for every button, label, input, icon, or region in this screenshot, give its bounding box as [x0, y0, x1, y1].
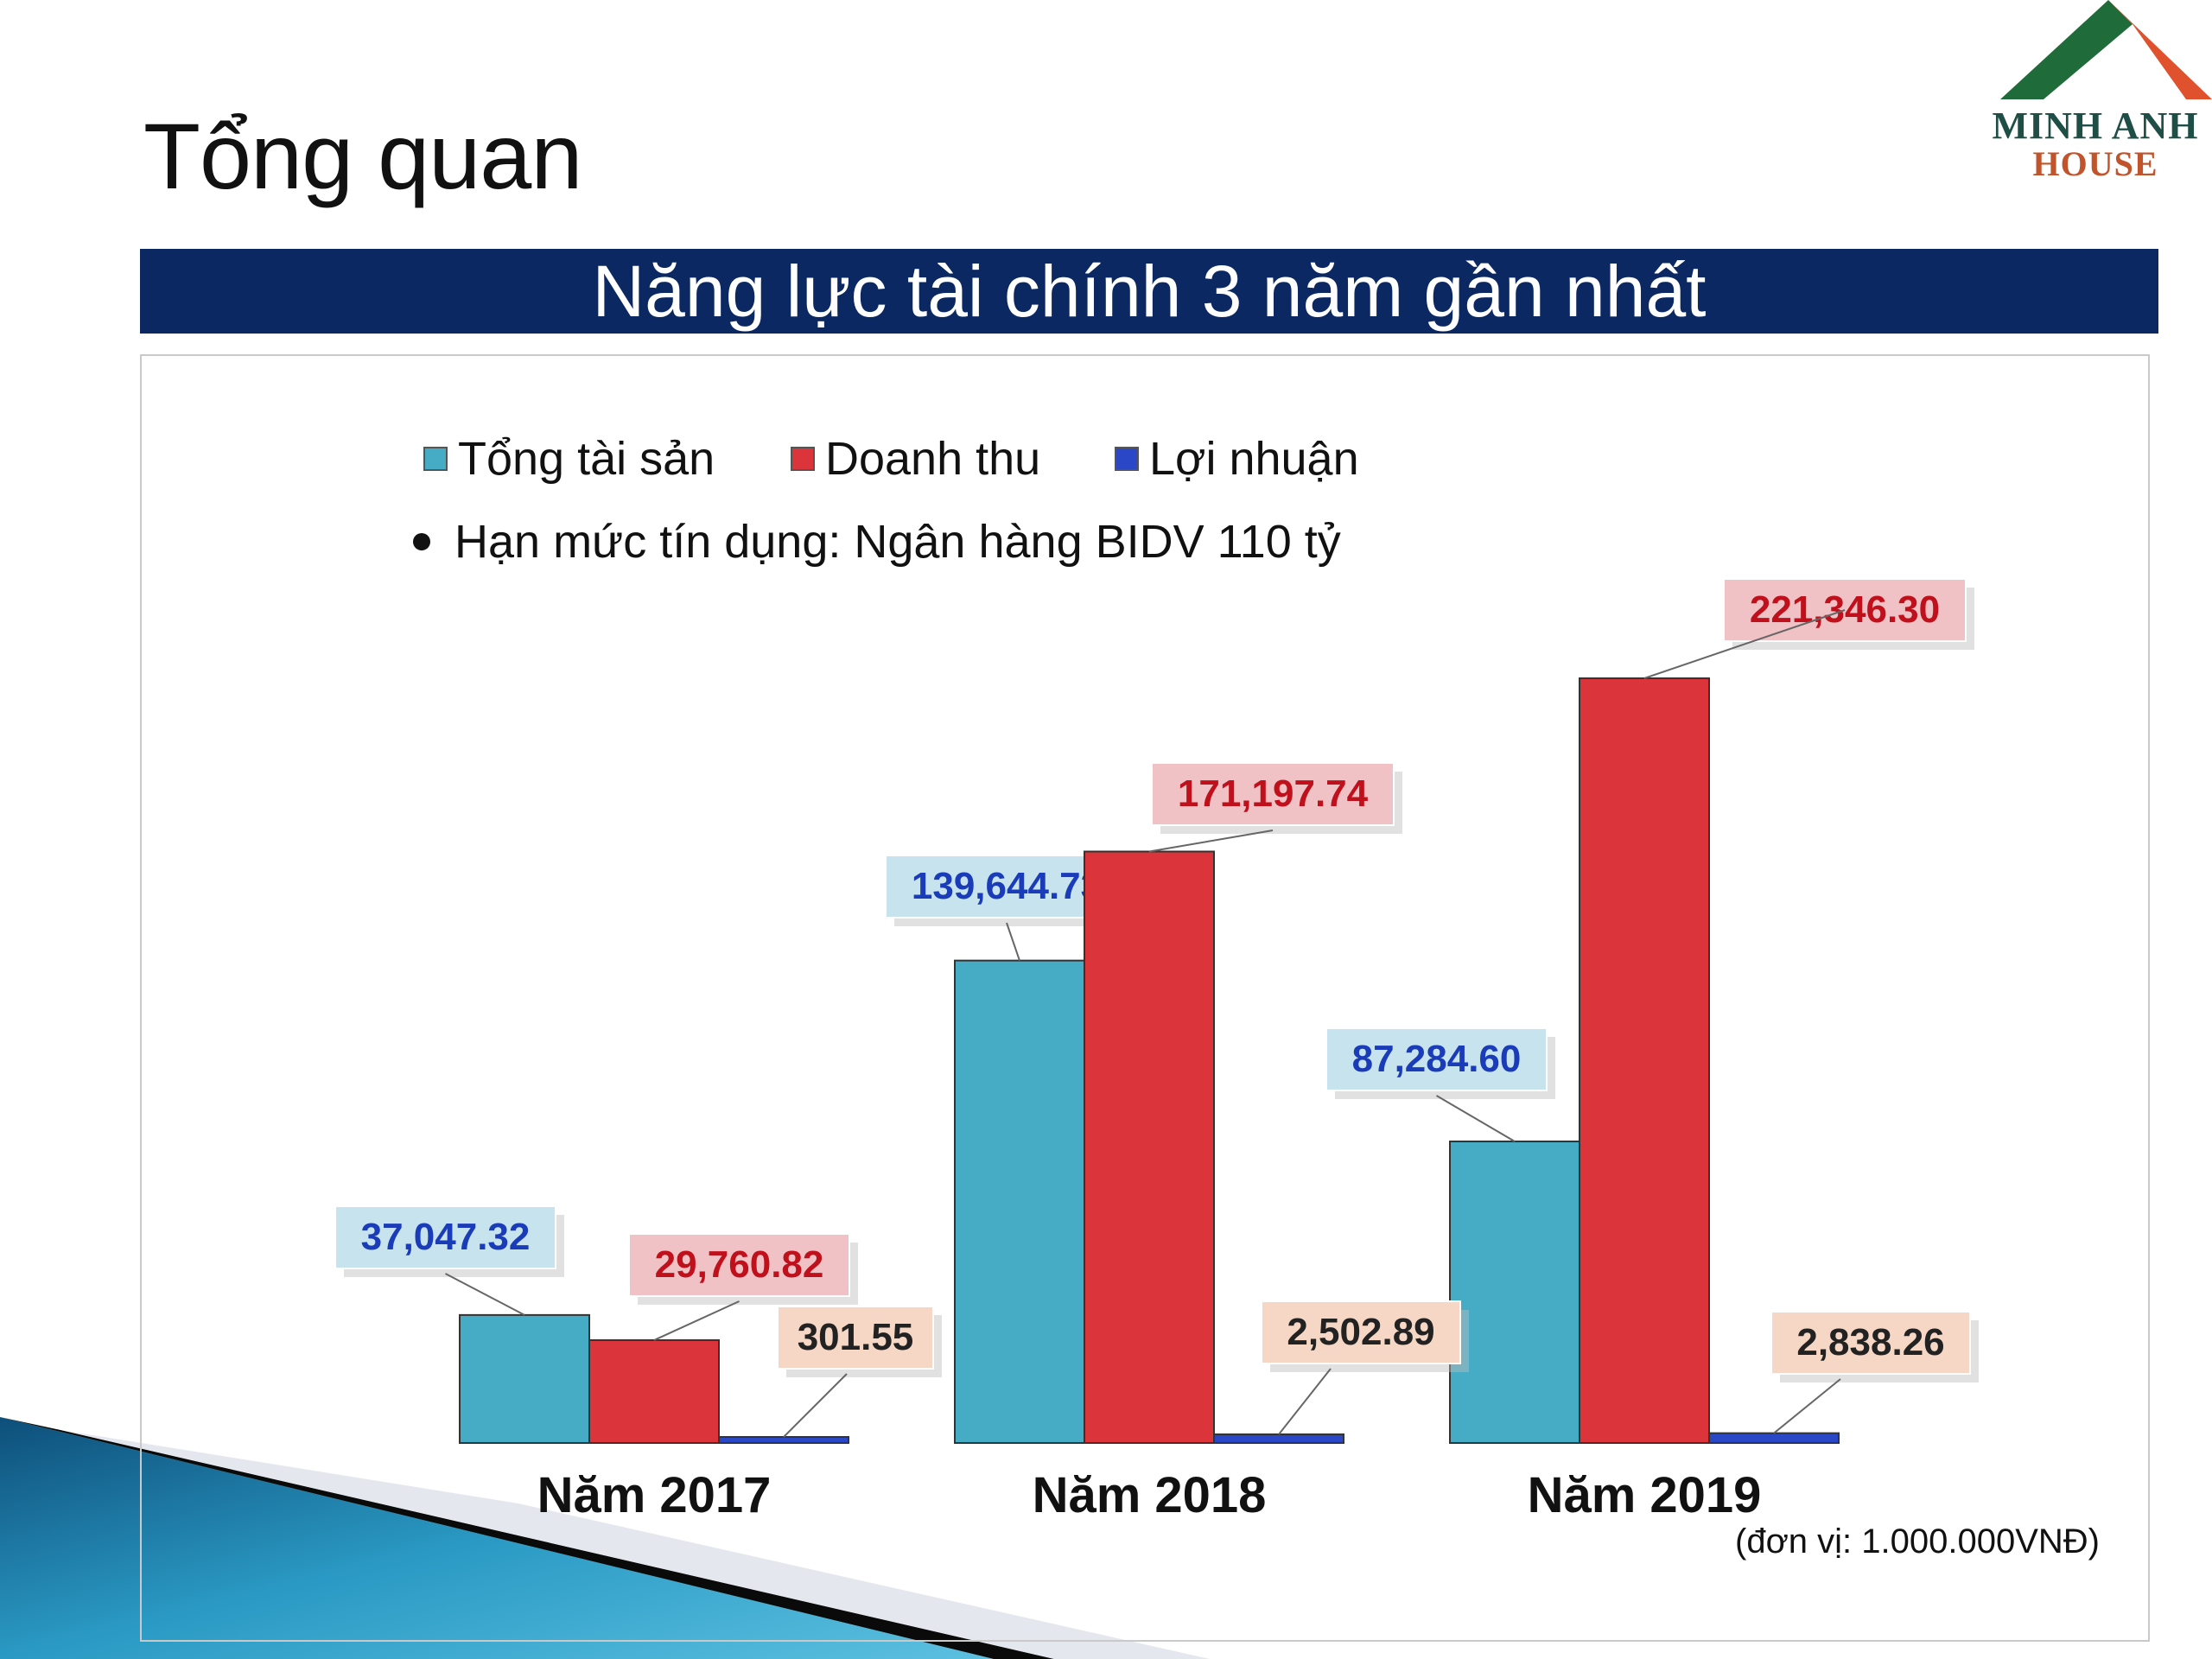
category-label-0: Năm 2017 [537, 1467, 772, 1523]
data-label-0-2: 87,284.60 [1352, 1038, 1522, 1080]
unit-note: (đơn vị: 1.000.000VNĐ) [1735, 1522, 2100, 1560]
data-label-box [1770, 1311, 1971, 1375]
category-label-1: Năm 2018 [1033, 1467, 1267, 1523]
slide-title: Tổng quan [143, 104, 582, 208]
bar-0-2 [1449, 1141, 1580, 1445]
leader-line [1435, 1095, 1516, 1142]
bar-2-1 [1213, 1433, 1344, 1445]
bar-1-2 [1579, 677, 1710, 1444]
leader-line [1278, 1368, 1332, 1435]
data-label-1-0: 29,760.82 [655, 1243, 824, 1286]
data-label-1-1: 171,197.74 [1178, 772, 1369, 815]
data-label-box [777, 1306, 934, 1370]
data-label-2-1: 2,502.89 [1287, 1311, 1434, 1353]
legend-item-total-assets: Tổng tài sản [423, 432, 715, 486]
section-banner: Năng lực tài chính 3 năm gần nhất [140, 249, 2158, 334]
data-label-box [628, 1233, 850, 1297]
legend-swatch [1115, 447, 1139, 471]
leader-line [783, 1373, 848, 1438]
company-logo [2000, 0, 2212, 99]
data-label-2-2: 2,838.26 [1796, 1321, 1944, 1363]
data-label-1-2: 221,346.30 [1750, 588, 1940, 631]
bar-0-1 [954, 959, 1085, 1444]
leader-line [1643, 609, 1846, 679]
legend-item-profit: Lợi nhuận [1115, 432, 1359, 486]
leader-line [1148, 830, 1274, 853]
legend-label: Doanh thu [825, 433, 1041, 485]
data-label-box [1151, 762, 1395, 826]
legend-item-revenue: Doanh thu [791, 432, 1040, 486]
legend-swatch [423, 447, 448, 471]
bullet-icon [413, 533, 430, 550]
data-label-box [1325, 1027, 1548, 1091]
data-label-box [334, 1205, 556, 1269]
leader-line [445, 1273, 525, 1316]
bar-1-1 [1084, 850, 1215, 1444]
credit-limit-note: Hạn mức tín dụng: Ngân hàng BIDV 110 tỷ [413, 515, 1341, 569]
credit-limit-text: Hạn mức tín dụng: Ngân hàng BIDV 110 tỷ [454, 516, 1341, 568]
legend-label: Tổng tài sản [458, 433, 715, 485]
data-label-0-1: 139,644.73 [912, 865, 1102, 907]
logo-text-line1: MINH ANH [1992, 105, 2199, 147]
bar-2-2 [1708, 1432, 1840, 1444]
data-label-2-0: 301.55 [798, 1316, 914, 1358]
bar-2-0 [718, 1436, 849, 1444]
leader-line [653, 1300, 740, 1341]
bar-0-0 [459, 1313, 590, 1445]
chart-frame [140, 354, 2150, 1642]
logo-text-line2: HOUSE [2032, 144, 2158, 183]
leader-line [1006, 922, 1020, 961]
category-label-2: Năm 2019 [1528, 1467, 1762, 1523]
legend-label: Lợi nhuận [1149, 433, 1359, 485]
leader-line [1773, 1378, 1841, 1434]
bar-1-0 [588, 1339, 720, 1445]
legend-swatch [791, 447, 815, 471]
data-label-box [1261, 1300, 1461, 1364]
data-label-0-0: 37,047.32 [361, 1216, 531, 1258]
